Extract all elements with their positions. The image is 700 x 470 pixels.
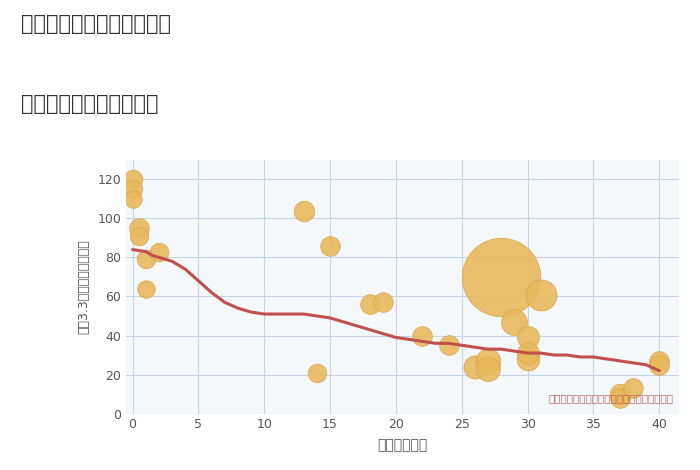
- Point: [443, 342, 454, 349]
- Point: [298, 207, 309, 214]
- Point: [614, 390, 625, 398]
- Text: 円の大きさは、取引のあった物件面積を示す: 円の大きさは、取引のあった物件面積を示す: [549, 393, 673, 403]
- Point: [325, 242, 336, 250]
- Point: [127, 176, 138, 183]
- Point: [377, 298, 388, 306]
- Point: [522, 349, 533, 357]
- Point: [482, 365, 493, 372]
- Y-axis label: 坪（3.3㎡）単価（万円）: 坪（3.3㎡）単価（万円）: [77, 239, 90, 334]
- Point: [614, 394, 625, 402]
- Point: [654, 361, 665, 368]
- Point: [153, 248, 164, 255]
- Point: [134, 232, 145, 240]
- Text: 兵庫県姫路市夢前町又坂の: 兵庫県姫路市夢前町又坂の: [21, 14, 171, 34]
- Point: [654, 357, 665, 365]
- X-axis label: 築年数（年）: 築年数（年）: [377, 439, 428, 453]
- Point: [127, 195, 138, 203]
- Point: [312, 369, 323, 376]
- Point: [469, 363, 480, 370]
- Point: [416, 332, 428, 339]
- Point: [522, 334, 533, 341]
- Point: [140, 285, 151, 292]
- Text: 築年数別中古戸建て価格: 築年数別中古戸建て価格: [21, 94, 158, 114]
- Point: [509, 318, 520, 326]
- Point: [140, 256, 151, 263]
- Point: [627, 384, 638, 392]
- Point: [496, 273, 507, 281]
- Point: [127, 185, 138, 193]
- Point: [482, 357, 493, 365]
- Point: [522, 355, 533, 363]
- Point: [134, 224, 145, 232]
- Point: [535, 291, 546, 298]
- Point: [364, 300, 375, 308]
